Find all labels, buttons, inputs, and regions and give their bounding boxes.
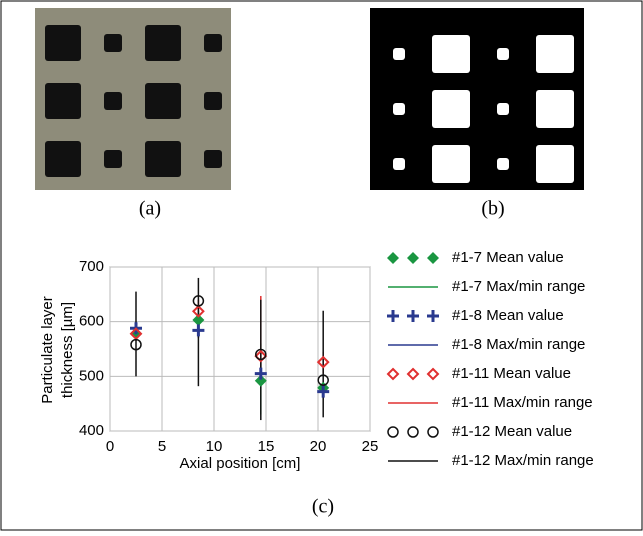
pore — [393, 103, 405, 115]
panel-label: (a) — [139, 198, 161, 220]
x-tick-label: 20 — [310, 438, 327, 455]
pore — [536, 145, 574, 183]
pore — [45, 141, 81, 177]
pore — [104, 150, 122, 168]
pore — [45, 83, 81, 119]
panel-label: (b) — [481, 198, 504, 220]
micrograph — [35, 8, 231, 190]
y-tick-label: 700 — [79, 258, 104, 275]
legend-label: #1-11 Max/min range — [452, 394, 593, 411]
pore — [204, 150, 222, 168]
pore — [45, 25, 81, 61]
y-axis-label: Particulate layer — [39, 296, 56, 404]
pore — [145, 25, 181, 61]
x-tick-label: 5 — [158, 438, 166, 455]
figure-svg: (a) (b) (c) Axial position [cm] Particul… — [0, 0, 643, 531]
legend-label: #1-7 Max/min range — [452, 278, 585, 295]
legend-label: #1-8 Max/min range — [452, 336, 585, 353]
pore — [145, 83, 181, 119]
legend-label: #1-7 Mean value — [452, 249, 564, 266]
figure: (a) (b) (c) Axial position [cm] Particul… — [0, 0, 643, 531]
plot-area — [110, 267, 370, 431]
y-tick-label: 600 — [79, 313, 104, 330]
pore — [393, 48, 405, 60]
x-tick-label: 10 — [206, 438, 223, 455]
pore — [497, 48, 509, 60]
x-tick-label: 15 — [258, 438, 275, 455]
pore — [497, 103, 509, 115]
pore — [497, 158, 509, 170]
y-tick-label: 400 — [79, 422, 104, 439]
pore — [104, 34, 122, 52]
pore — [432, 35, 470, 73]
binary-image — [370, 8, 584, 190]
pore — [432, 90, 470, 128]
legend-label: #1-12 Mean value — [452, 423, 572, 440]
y-tick-label: 500 — [79, 367, 104, 384]
pore — [204, 34, 222, 52]
legend-label: #1-8 Mean value — [452, 307, 564, 324]
y-axis-label: thickness [µm] — [59, 302, 76, 398]
pore — [204, 92, 222, 110]
legend-label: #1-12 Max/min range — [452, 452, 594, 469]
x-tick-label: 0 — [106, 438, 114, 455]
pore — [145, 141, 181, 177]
legend-label: #1-11 Mean value — [452, 365, 571, 382]
pore — [536, 90, 574, 128]
pore — [104, 92, 122, 110]
pore — [536, 35, 574, 73]
pore — [432, 145, 470, 183]
x-axis-label: Axial position [cm] — [180, 455, 301, 472]
pore — [393, 158, 405, 170]
x-tick-label: 25 — [362, 438, 379, 455]
panel-label: (c) — [312, 496, 334, 518]
